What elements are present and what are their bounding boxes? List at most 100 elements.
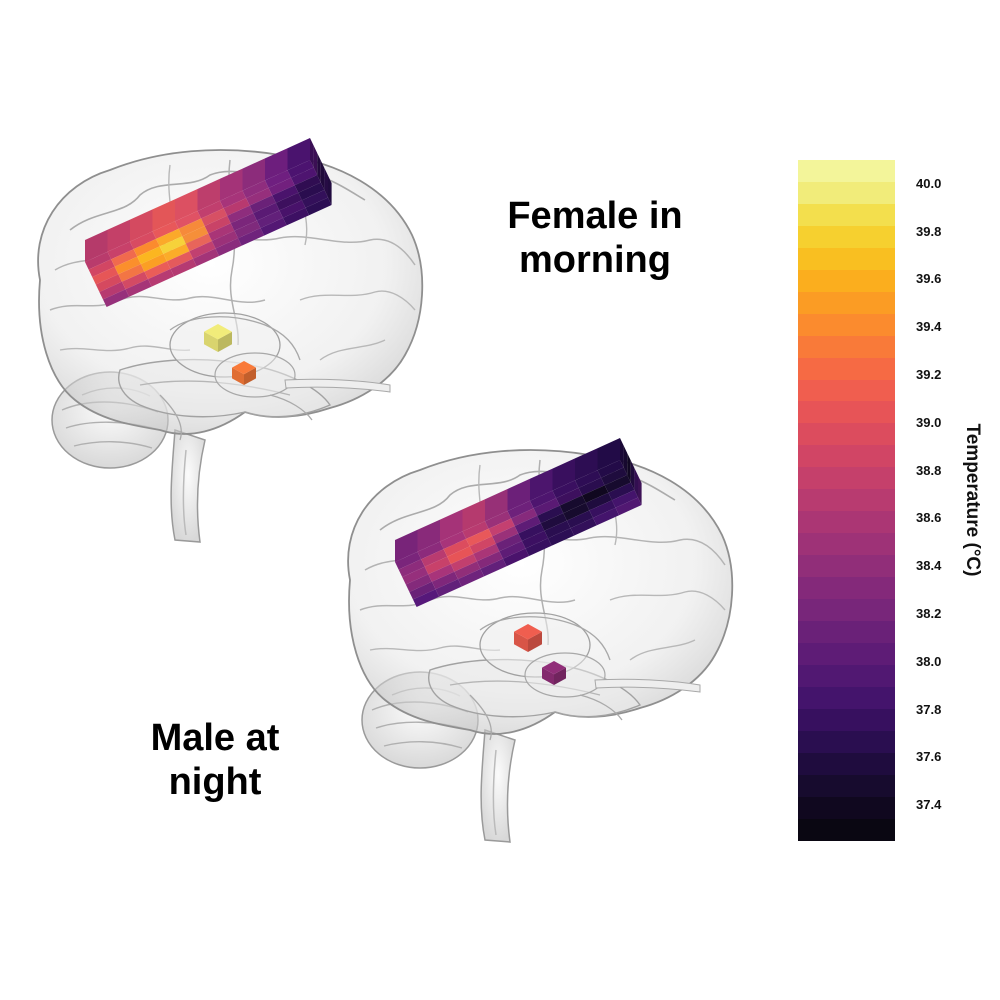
cube-face bbox=[244, 367, 256, 385]
slab-cell bbox=[518, 523, 545, 541]
colorbar-tick-label: 40.0 bbox=[916, 175, 942, 191]
female-label: Female in morning bbox=[445, 194, 745, 282]
slab-cell bbox=[130, 231, 157, 250]
slab-top-cell bbox=[85, 229, 108, 262]
colorbar-tick-label: 38.4 bbox=[916, 558, 942, 574]
slab-top-cell bbox=[507, 478, 530, 511]
colorbar-tick-label: 37.4 bbox=[916, 797, 942, 813]
slab-cell bbox=[144, 261, 171, 280]
slab-cell bbox=[578, 477, 605, 496]
slab-cell bbox=[593, 507, 620, 526]
slab-cell bbox=[559, 495, 586, 514]
slab-cell bbox=[409, 581, 436, 600]
colorbar-band bbox=[798, 181, 895, 204]
slab-top-cell bbox=[175, 189, 198, 222]
slab-top-cell bbox=[575, 448, 598, 481]
cube-face bbox=[542, 661, 566, 675]
slab-top-cell bbox=[107, 219, 130, 252]
slab-cell bbox=[521, 530, 548, 549]
slab-cell bbox=[182, 226, 209, 244]
colorbar-band bbox=[798, 752, 895, 775]
slab-cell bbox=[175, 211, 202, 229]
colorbar-band bbox=[798, 379, 895, 402]
slab-cell bbox=[201, 208, 228, 226]
slab-cell bbox=[111, 249, 138, 267]
slab-cell bbox=[133, 238, 160, 257]
male-label-line-2: night bbox=[168, 761, 262, 803]
cube-face bbox=[232, 367, 244, 385]
slab-cell bbox=[514, 515, 541, 534]
cube-face bbox=[554, 667, 566, 685]
female-temperature-grid bbox=[85, 138, 332, 307]
slab-cell bbox=[503, 548, 530, 567]
slab-cell bbox=[197, 200, 224, 219]
slab-cell bbox=[272, 185, 299, 203]
slab-top-cell bbox=[395, 529, 418, 562]
colorbar-tick-label: 39.8 bbox=[916, 223, 942, 239]
slab-cell bbox=[424, 556, 451, 575]
slab-cell bbox=[242, 180, 269, 199]
slab-top-cell bbox=[287, 138, 310, 171]
colorbar-band bbox=[798, 818, 895, 841]
slab-cell bbox=[563, 502, 590, 521]
slab-cell bbox=[402, 566, 429, 585]
slab-cell bbox=[253, 202, 280, 221]
colorbar-tick-label: 38.0 bbox=[916, 653, 942, 669]
cube-face bbox=[218, 331, 232, 352]
slab-cell bbox=[530, 490, 557, 509]
slab-cell bbox=[305, 197, 332, 216]
female-label-line-1: Female in bbox=[507, 195, 683, 237]
slab-cell bbox=[485, 511, 512, 529]
slab-cell bbox=[88, 259, 115, 277]
slab-cell bbox=[85, 251, 112, 270]
slab-cell bbox=[443, 538, 470, 557]
slab-top-cell bbox=[530, 468, 553, 501]
colorbar-band bbox=[798, 555, 895, 578]
slab-cell bbox=[556, 487, 583, 506]
colorbar-band bbox=[798, 401, 895, 424]
colorbar-band bbox=[798, 225, 895, 248]
slab-cell bbox=[178, 218, 205, 237]
slab-cell bbox=[458, 568, 485, 587]
slab-cell bbox=[575, 470, 602, 488]
colorbar-band bbox=[798, 291, 895, 314]
slab-cell bbox=[294, 175, 321, 193]
colorbar-band bbox=[798, 313, 895, 336]
slab-cell bbox=[170, 258, 197, 277]
slab-top-cell bbox=[485, 489, 508, 522]
slab-cell bbox=[208, 223, 235, 241]
colorbar-band bbox=[798, 357, 895, 380]
slab-side-cell bbox=[623, 445, 628, 475]
slab-cell bbox=[492, 526, 519, 544]
slab-side-cell bbox=[328, 175, 332, 205]
female-label-line-2: morning bbox=[519, 239, 671, 281]
slab-cell bbox=[166, 251, 193, 269]
colorbar-band bbox=[798, 708, 895, 731]
slab-cell bbox=[495, 533, 522, 552]
slab-cell bbox=[537, 505, 564, 524]
slab-cell bbox=[525, 538, 552, 556]
colorbar-tick-label: 39.0 bbox=[916, 414, 942, 430]
slab-cell bbox=[99, 281, 126, 300]
colorbar-band bbox=[798, 203, 895, 226]
colorbar-tick-label: 39.2 bbox=[916, 367, 942, 383]
slab-cell bbox=[249, 195, 276, 214]
colorbar-band bbox=[798, 621, 895, 643]
slab-cell bbox=[220, 190, 247, 209]
slab-top-cell bbox=[197, 178, 220, 211]
colorbar-band bbox=[798, 686, 895, 709]
slab-cell bbox=[156, 228, 183, 247]
slab-cell bbox=[103, 289, 130, 307]
slab-cell bbox=[440, 531, 467, 550]
slab-cell bbox=[566, 510, 593, 529]
slab-side-cell bbox=[320, 160, 325, 190]
slab-cell bbox=[585, 492, 612, 511]
slab-side-cell bbox=[310, 138, 314, 168]
colorbar-tick-label: 38.8 bbox=[916, 462, 942, 478]
slab-cell bbox=[544, 520, 571, 539]
slab-top-cell bbox=[152, 199, 175, 232]
slab-cell bbox=[604, 475, 631, 493]
slab-top-cell bbox=[552, 458, 575, 491]
slab-cell bbox=[193, 248, 220, 267]
slab-top-cell bbox=[597, 438, 620, 471]
